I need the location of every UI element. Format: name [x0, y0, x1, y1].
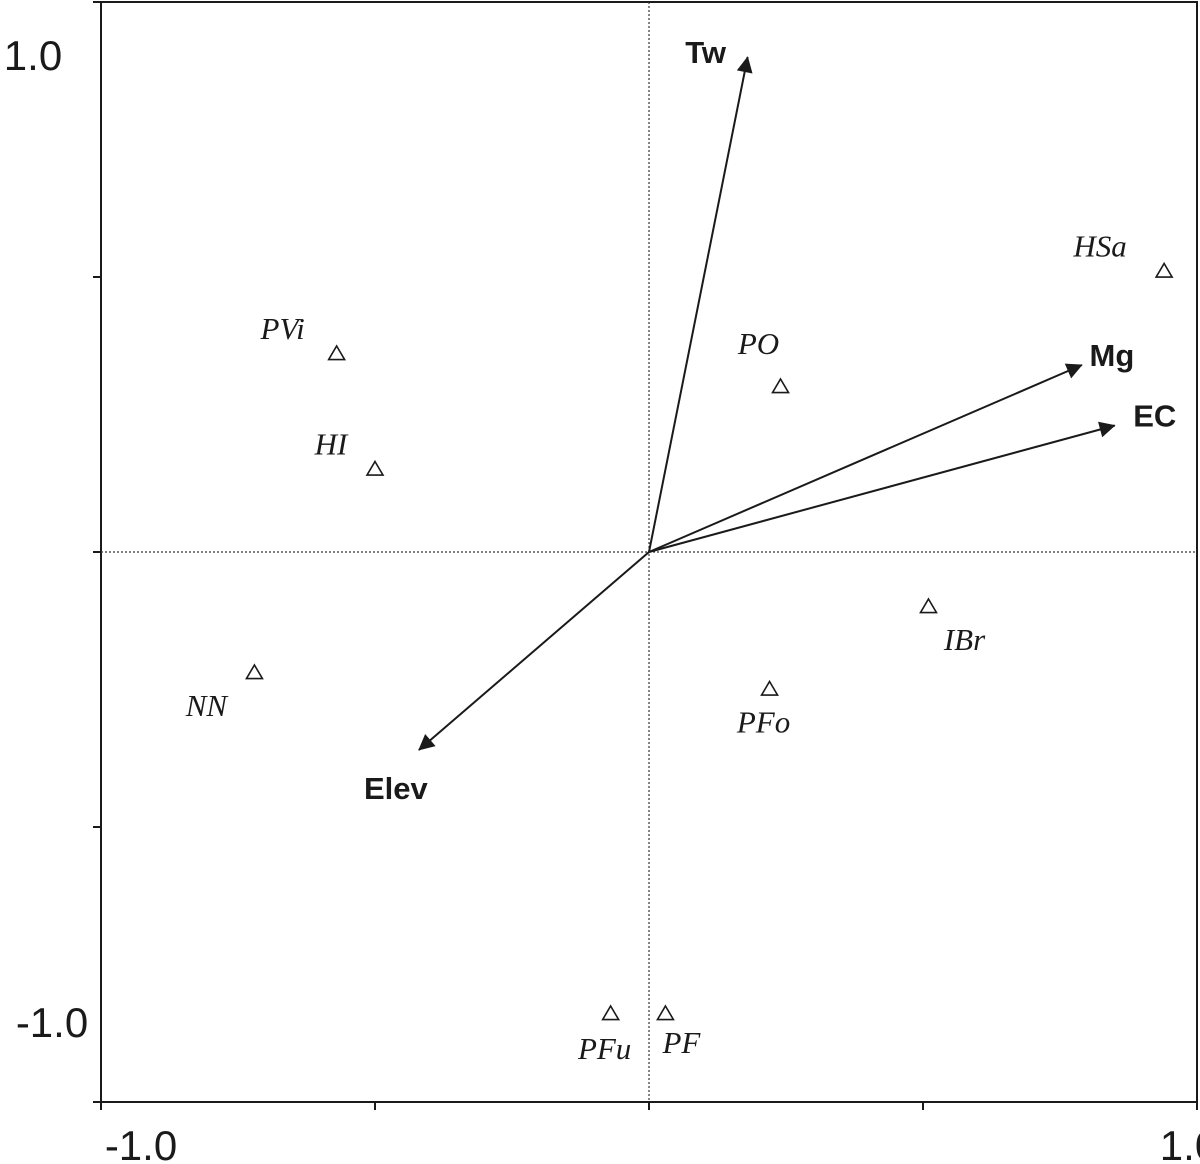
vector-label: Elev — [364, 771, 429, 806]
sample-label: PO — [737, 326, 779, 361]
vector-label: Mg — [1090, 338, 1135, 373]
sample-points: HSa PVi PO HI IBr NN PFo PFu PF — [185, 229, 1174, 1066]
y-tick-label: -1.0 — [16, 999, 88, 1046]
x-tick-label: -1.0 — [105, 1122, 177, 1164]
sample-ibr: IBr — [919, 597, 986, 657]
triangle-marker — [245, 663, 264, 680]
sample-label: IBr — [943, 622, 986, 657]
axis-ticks: -1.0 1.0 1.0 -1.0 — [4, 1, 1200, 1164]
sample-label: NN — [185, 688, 230, 723]
sample-pfu: PFu — [577, 1004, 631, 1066]
vector-arrow — [418, 551, 650, 751]
sample-nn: NN — [185, 663, 264, 723]
sample-label: PFo — [736, 705, 790, 740]
triangle-marker — [656, 1004, 675, 1021]
triangle-marker — [365, 459, 385, 476]
vector-arrow — [648, 363, 1083, 553]
triangle-marker — [601, 1004, 621, 1021]
triangle-marker — [919, 597, 938, 614]
vector-arrow — [648, 56, 753, 553]
sample-hsa: HSa — [1072, 229, 1174, 278]
vector-arrow — [648, 421, 1116, 553]
sample-pfo: PFo — [736, 679, 790, 740]
triangle-marker — [760, 679, 779, 696]
environmental-vectors: Tw Mg EC Elev — [364, 35, 1176, 806]
sample-pvi: PVi — [260, 311, 347, 361]
x-tick-label: 1.0 — [1160, 1122, 1200, 1164]
sample-label: HI — [314, 427, 349, 462]
vector-mg: Mg — [648, 338, 1135, 553]
triangle-marker — [771, 377, 790, 394]
triangle-marker — [327, 344, 347, 361]
vector-ec: EC — [648, 399, 1176, 553]
sample-hi: HI — [314, 427, 385, 476]
sample-label: PVi — [260, 311, 305, 346]
vector-label: Tw — [685, 35, 727, 70]
sample-label: HSa — [1072, 229, 1126, 264]
y-tick-label: 1.0 — [4, 32, 62, 79]
vector-elev: Elev — [364, 551, 650, 806]
sample-label: PF — [662, 1025, 702, 1060]
vector-label: EC — [1133, 399, 1176, 434]
sample-po: PO — [737, 326, 790, 394]
sample-pf: PF — [656, 1004, 702, 1060]
triangle-marker — [1154, 261, 1174, 278]
vector-tw: Tw — [648, 35, 753, 553]
sample-label: PFu — [577, 1031, 631, 1066]
